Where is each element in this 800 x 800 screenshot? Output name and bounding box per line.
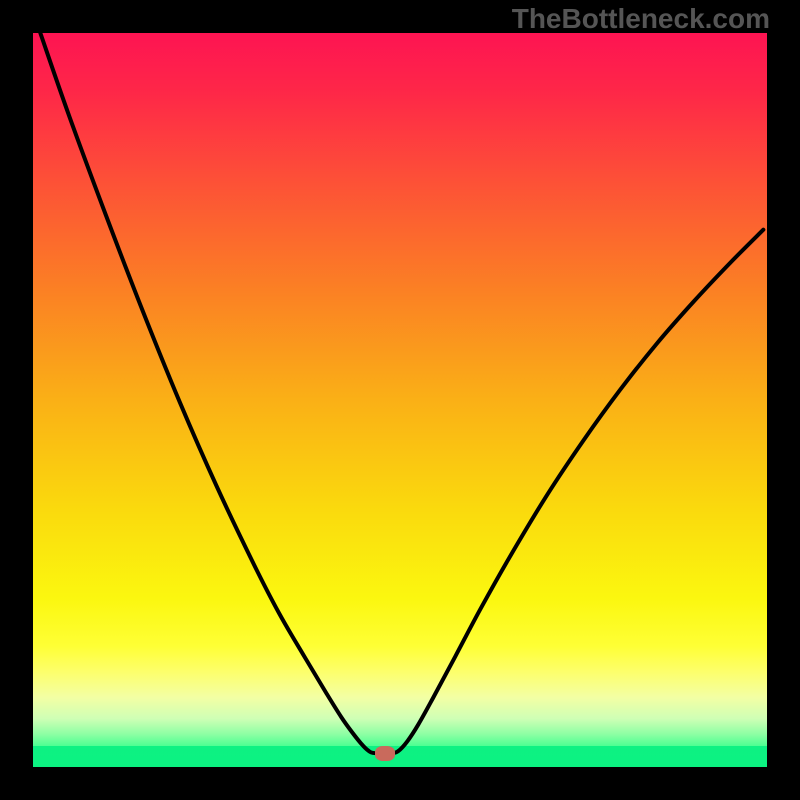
bottleneck-curve [0, 0, 800, 800]
optimum-marker [375, 746, 395, 761]
watermark-text: TheBottleneck.com [512, 3, 770, 35]
